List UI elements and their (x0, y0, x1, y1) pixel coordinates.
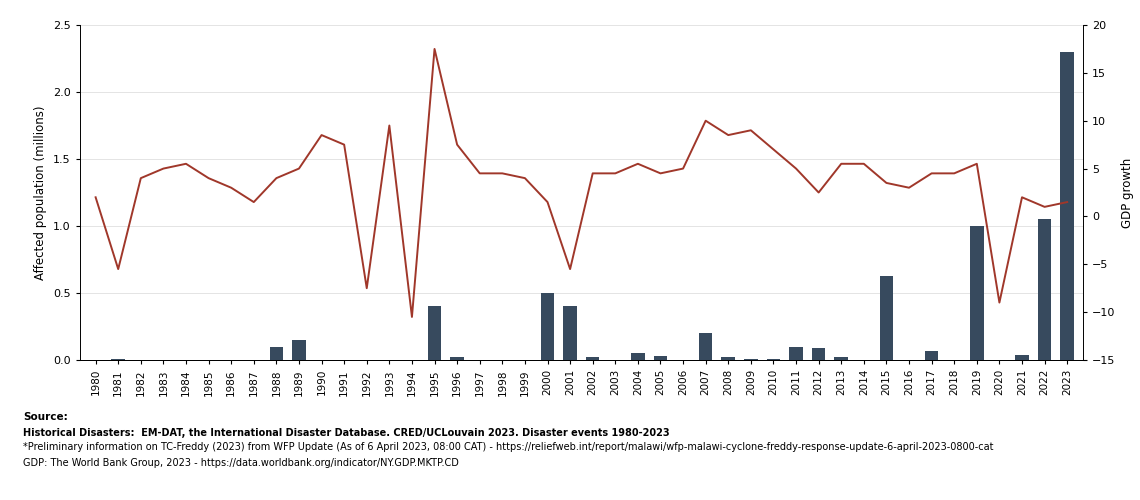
Bar (1016, 354, 1028, 360)
Bar (586, 358, 600, 360)
Bar (744, 358, 758, 360)
Y-axis label: GDP growth: GDP growth (1121, 158, 1134, 228)
Bar (880, 276, 894, 360)
Bar (1037, 220, 1051, 360)
Bar (540, 293, 554, 360)
Bar (767, 358, 780, 360)
Text: GDP: The World Bank Group, 2023 - https://data.worldbank.org/indicator/NY.GDP.MK: GDP: The World Bank Group, 2023 - https:… (23, 458, 458, 468)
Bar (653, 356, 667, 360)
Bar (450, 358, 464, 360)
Text: Source:: Source: (23, 412, 67, 422)
Bar (428, 306, 441, 360)
Bar (834, 358, 848, 360)
Bar (563, 306, 577, 360)
Bar (925, 350, 938, 360)
Text: Historical Disasters:  EM-DAT, the International Disaster Database. CRED/UCLouva: Historical Disasters: EM-DAT, the Intern… (23, 428, 669, 438)
Bar (789, 346, 803, 360)
Bar (292, 340, 306, 360)
Bar (269, 346, 283, 360)
Bar (632, 354, 644, 360)
Text: *Preliminary information on TC-Freddy (2023) from WFP Update (As of 6 April 2023: *Preliminary information on TC-Freddy (2… (23, 442, 993, 452)
Bar (970, 226, 984, 360)
Bar (722, 358, 735, 360)
Y-axis label: Affected population (millions): Affected population (millions) (34, 105, 48, 280)
Bar (699, 333, 712, 360)
Bar (1060, 52, 1074, 360)
Bar (812, 348, 825, 360)
